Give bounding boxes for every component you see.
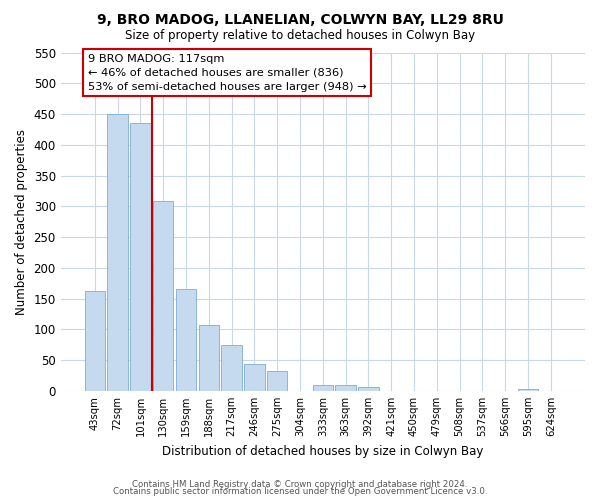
Text: Size of property relative to detached houses in Colwyn Bay: Size of property relative to detached ho… xyxy=(125,29,475,42)
Bar xyxy=(221,346,242,391)
Bar xyxy=(176,290,196,391)
Bar xyxy=(244,364,265,391)
X-axis label: Distribution of detached houses by size in Colwyn Bay: Distribution of detached houses by size … xyxy=(162,444,484,458)
Text: 9 BRO MADOG: 117sqm
← 46% of detached houses are smaller (836)
53% of semi-detac: 9 BRO MADOG: 117sqm ← 46% of detached ho… xyxy=(88,54,367,92)
Bar xyxy=(85,291,105,391)
Bar xyxy=(130,124,151,391)
Bar xyxy=(518,389,538,391)
Y-axis label: Number of detached properties: Number of detached properties xyxy=(15,128,28,314)
Text: 9, BRO MADOG, LLANELIAN, COLWYN BAY, LL29 8RU: 9, BRO MADOG, LLANELIAN, COLWYN BAY, LL2… xyxy=(97,12,503,26)
Text: Contains HM Land Registry data © Crown copyright and database right 2024.: Contains HM Land Registry data © Crown c… xyxy=(132,480,468,489)
Bar xyxy=(313,385,333,391)
Bar xyxy=(107,114,128,391)
Bar xyxy=(153,202,173,391)
Bar xyxy=(199,325,219,391)
Bar xyxy=(335,385,356,391)
Bar xyxy=(267,370,287,391)
Bar xyxy=(358,387,379,391)
Text: Contains public sector information licensed under the Open Government Licence v3: Contains public sector information licen… xyxy=(113,487,487,496)
